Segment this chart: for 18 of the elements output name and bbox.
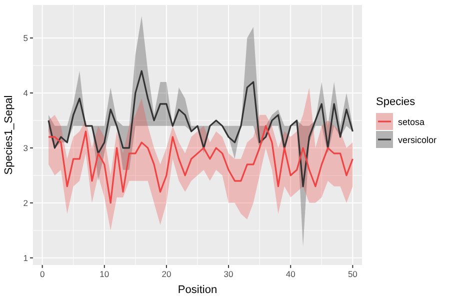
line-series (48, 70, 354, 188)
y-tick-label: 2 (23, 198, 28, 208)
y-tick-label: 4 (23, 88, 28, 98)
y-tick-label: 1 (23, 252, 28, 263)
x-axis-title: Position (178, 284, 218, 296)
x-tick-label: 10 (100, 269, 110, 279)
legend-label: versicolor (398, 135, 437, 145)
x-tick-label: 0 (40, 269, 45, 279)
y-axis-title: Species1_Sepal (3, 95, 15, 175)
x-tick-label: 50 (348, 269, 358, 279)
x-tick-label: 30 (224, 269, 234, 279)
legend-label: setosa (398, 117, 425, 127)
x-tick-label: 20 (162, 269, 172, 279)
legend-title: Species (376, 96, 416, 108)
line-series (48, 125, 354, 204)
y-tick-label: 5 (23, 32, 28, 43)
x-tick-label: 40 (286, 269, 296, 279)
y-tick-label: 3 (23, 142, 28, 153)
